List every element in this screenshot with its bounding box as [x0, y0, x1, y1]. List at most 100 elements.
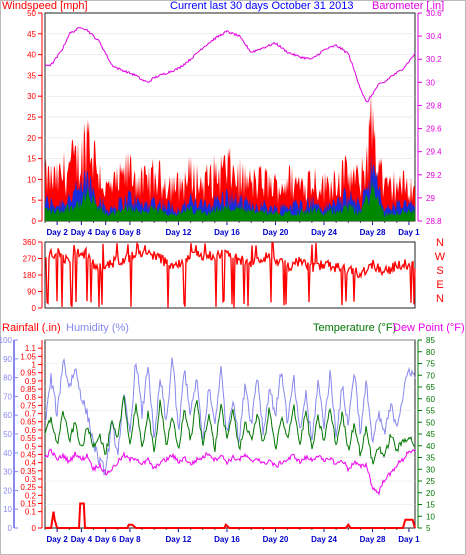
direction-series	[44, 241, 416, 308]
compass-letter: N	[436, 237, 444, 249]
direction-tick-label: 270	[23, 255, 37, 264]
temperature-tick-label: 85	[426, 336, 435, 345]
windspeed-tick-label: 40	[27, 51, 36, 60]
day-tick-label: Day 8	[119, 228, 141, 237]
temperature-tick-label: 65	[426, 383, 435, 392]
barometer-tick-label: 30.4	[426, 32, 442, 41]
rainfall-tick-label: 1.1	[25, 344, 37, 353]
rainfall-tick-label: 1.05	[20, 352, 36, 361]
windspeed-tick-label: 45	[27, 30, 36, 39]
humidity-tick-label: 50	[3, 430, 12, 439]
temperature-tick-label: 50	[426, 418, 435, 427]
rainfall-tick-label: 0.35	[20, 467, 36, 476]
day-tick-label: Day 20	[263, 228, 289, 237]
temperature-tick-label: 5	[426, 524, 431, 533]
day-tick-label: Day 2	[46, 535, 68, 544]
day-tick-label: Day 28	[360, 535, 386, 544]
rainfall-tick-label: 0.55	[20, 434, 36, 443]
barometer-tick-label: 30	[426, 78, 435, 87]
temperature-tick-label: 30	[426, 465, 435, 474]
day-tick-label: Day 12	[166, 228, 192, 237]
day-tick-label: Day 28	[360, 228, 386, 237]
humidity-axis: 0 10 20 30 40 50 60 70 80 90 100	[0, 336, 18, 533]
barometer-tick-label: 29.4	[426, 148, 442, 157]
day-tick-label: Day 24	[311, 228, 337, 237]
barometer-tick-label: 30.6	[426, 9, 442, 18]
dewpoint-axis-label: Dew Point (°F)	[393, 322, 465, 334]
wind-day-axis: Day 2 Day 4 Day 6 Day 8 Day 12 Day 16 Day 20 Da…	[44, 221, 420, 237]
rainfall-tick-label: 0.6	[25, 426, 37, 435]
temperature-tick-label: 35	[426, 454, 435, 463]
rainfall-tick-label: 0.45	[20, 450, 36, 459]
compass-letter: N	[436, 293, 444, 305]
rainfall-tick-label: 0.5	[25, 442, 37, 451]
day-tick-label: Day 12	[166, 535, 192, 544]
humidity-tick-label: 90	[3, 355, 12, 364]
rainfall-tick-label: 0.9	[25, 377, 37, 386]
rainfall-tick-label: 0.65	[20, 418, 36, 427]
temperature-tick-label: 80	[426, 348, 435, 357]
temperature-tick-label: 55	[426, 407, 435, 416]
compass-letter: S	[436, 265, 443, 277]
day-tick-label: Day 2	[46, 228, 68, 237]
wind-direction-line	[44, 241, 416, 308]
rainfall-tick-label: 0.7	[25, 410, 37, 419]
direction-tick-label: 180	[23, 271, 37, 280]
compass-letter: E	[436, 279, 443, 291]
day-tick-label: Day 6	[95, 535, 117, 544]
humidity-tick-label: 20	[3, 486, 12, 495]
temperature-tick-label: 25	[426, 477, 435, 486]
humidity-axis-label: Humidity (%)	[66, 322, 129, 334]
wind-average-area	[45, 154, 415, 221]
rainfall-tick-label: 0.85	[20, 385, 36, 394]
humidity-tick-label: 10	[3, 505, 12, 514]
chart-title: Current last 30 days October 31 2013	[170, 0, 353, 12]
windspeed-axis-label: Windspeed [mph]	[2, 0, 88, 12]
rainfall-tick-label: 0.3	[25, 475, 37, 484]
temperature-tick-label: 45	[426, 430, 435, 439]
barometer-tick-label: 30.2	[426, 55, 442, 64]
windspeed-tick-label: 5	[32, 196, 37, 205]
temperature-tick-label: 20	[426, 489, 435, 498]
windspeed-tick-label: 10	[27, 175, 36, 184]
barometer-tick-label: 29	[426, 194, 435, 203]
temperature-tick-label: 60	[426, 395, 435, 404]
dewpoint-line	[44, 448, 416, 496]
day-tick-label: Day 6	[95, 228, 117, 237]
direction-tick-label: 90	[27, 288, 36, 297]
rainfall-tick-label: 0.25	[20, 483, 36, 492]
day-tick-label: Day 1	[398, 535, 420, 544]
barometer-line	[44, 27, 416, 103]
windspeed-tick-label: 35	[27, 71, 36, 80]
barometer-tick-label: 29.2	[426, 171, 442, 180]
rainfall-tick-label: 1	[32, 361, 37, 370]
day-tick-label: Day 20	[263, 535, 289, 544]
compass-letter: W	[435, 251, 446, 263]
direction-axis: 0 90 180 270 360	[23, 238, 43, 313]
temperature-tick-label: 70	[426, 371, 435, 380]
humidity-tick-label: 60	[3, 411, 12, 420]
wind-series	[45, 33, 415, 221]
day-tick-label: Day 16	[214, 228, 240, 237]
barometer-tick-label: 28.8	[426, 217, 442, 226]
rainfall-axis: 00.10.150.20.250.30.350.40.450.50.550.60…	[20, 340, 43, 533]
humidity-tick-label: 100	[0, 336, 13, 345]
wind-minimum-area	[45, 180, 415, 221]
humidity-tick-label: 40	[3, 449, 12, 458]
humidity-tick-label: 0	[8, 524, 13, 533]
barometer-series	[44, 27, 416, 103]
barometer-tick-label: 29.6	[426, 125, 442, 134]
temperature-tick-label: 10	[426, 512, 435, 521]
windspeed-tick-label: 30	[27, 92, 36, 101]
wind-gust-area	[45, 92, 415, 221]
rainfall-axis-label: Rainfall (.in)	[2, 322, 61, 334]
humidity-tick-label: 70	[3, 392, 12, 401]
rainfall-tick-label: 0	[32, 524, 37, 533]
windspeed-tick-label: 25	[27, 113, 36, 122]
temperature-tick-label: 15	[426, 501, 435, 510]
